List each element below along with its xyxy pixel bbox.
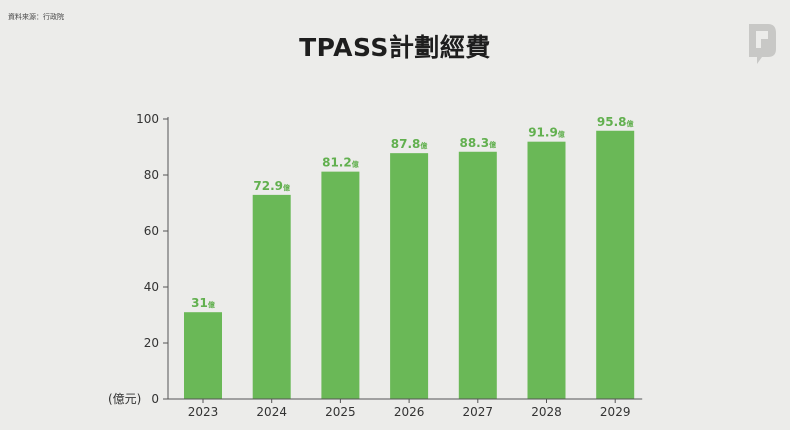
data-label-unit: 億 bbox=[208, 300, 215, 309]
data-label-value: 31 bbox=[191, 296, 208, 310]
data-label-unit: 億 bbox=[283, 183, 290, 192]
data-label-2024: 72.9億 bbox=[253, 179, 290, 193]
data-label-unit: 億 bbox=[489, 140, 496, 149]
x-tick-label-2029: 2029 bbox=[600, 405, 631, 419]
y-axis: 0 20 40 60 80 100 (億元) bbox=[108, 112, 169, 406]
y-tick-label: 80 bbox=[144, 168, 159, 182]
x-tick-label-2023: 2023 bbox=[188, 405, 219, 419]
bars bbox=[184, 130, 635, 399]
data-label-value: 88.3 bbox=[459, 136, 489, 150]
data-label-2023: 31億 bbox=[191, 296, 215, 310]
data-label-2027: 88.3億 bbox=[459, 136, 496, 150]
y-axis-unit-label: (億元) bbox=[108, 392, 141, 406]
bar-2027 bbox=[458, 151, 497, 399]
data-label-2029: 95.8億 bbox=[597, 115, 634, 129]
x-tick-label-2024: 2024 bbox=[256, 405, 287, 419]
bar-2029 bbox=[596, 130, 635, 399]
x-tick-label-2026: 2026 bbox=[394, 405, 425, 419]
y-tick-label: 20 bbox=[144, 336, 159, 350]
data-label-2028: 91.9億 bbox=[528, 126, 565, 140]
data-label-2025: 81.2億 bbox=[322, 156, 359, 170]
data-label-unit: 億 bbox=[352, 160, 359, 169]
y-tick-label: 100 bbox=[136, 112, 159, 126]
source-note: 資料來源：行政院 bbox=[8, 13, 64, 21]
data-label-2026: 87.8億 bbox=[391, 137, 428, 151]
publisher-logo-icon bbox=[749, 24, 776, 64]
x-axis: 2023 2024 2025 2026 2027 2028 2029 bbox=[168, 398, 643, 419]
bar-2028 bbox=[527, 141, 566, 399]
data-label-unit: 億 bbox=[627, 119, 634, 128]
y-tick-label: 60 bbox=[144, 224, 159, 238]
chart-title: TPASS計劃經費 bbox=[299, 33, 491, 62]
x-tick-label-2027: 2027 bbox=[463, 405, 494, 419]
x-tick-label-2028: 2028 bbox=[531, 405, 562, 419]
data-label-value: 81.2 bbox=[322, 156, 352, 170]
data-label-unit: 億 bbox=[558, 130, 565, 139]
y-tick-label: 40 bbox=[144, 280, 159, 294]
bar-2023 bbox=[184, 312, 222, 399]
data-label-value: 91.9 bbox=[528, 126, 558, 140]
y-tick-label: 0 bbox=[151, 392, 159, 406]
x-tick-label-2025: 2025 bbox=[325, 405, 356, 419]
data-label-unit: 億 bbox=[420, 141, 427, 150]
data-label-value: 87.8 bbox=[391, 137, 421, 151]
data-label-value: 95.8 bbox=[597, 115, 627, 129]
bar-2025 bbox=[321, 171, 360, 399]
data-label-value: 72.9 bbox=[253, 179, 283, 193]
bar-2024 bbox=[252, 194, 291, 399]
bar-2026 bbox=[390, 153, 429, 399]
